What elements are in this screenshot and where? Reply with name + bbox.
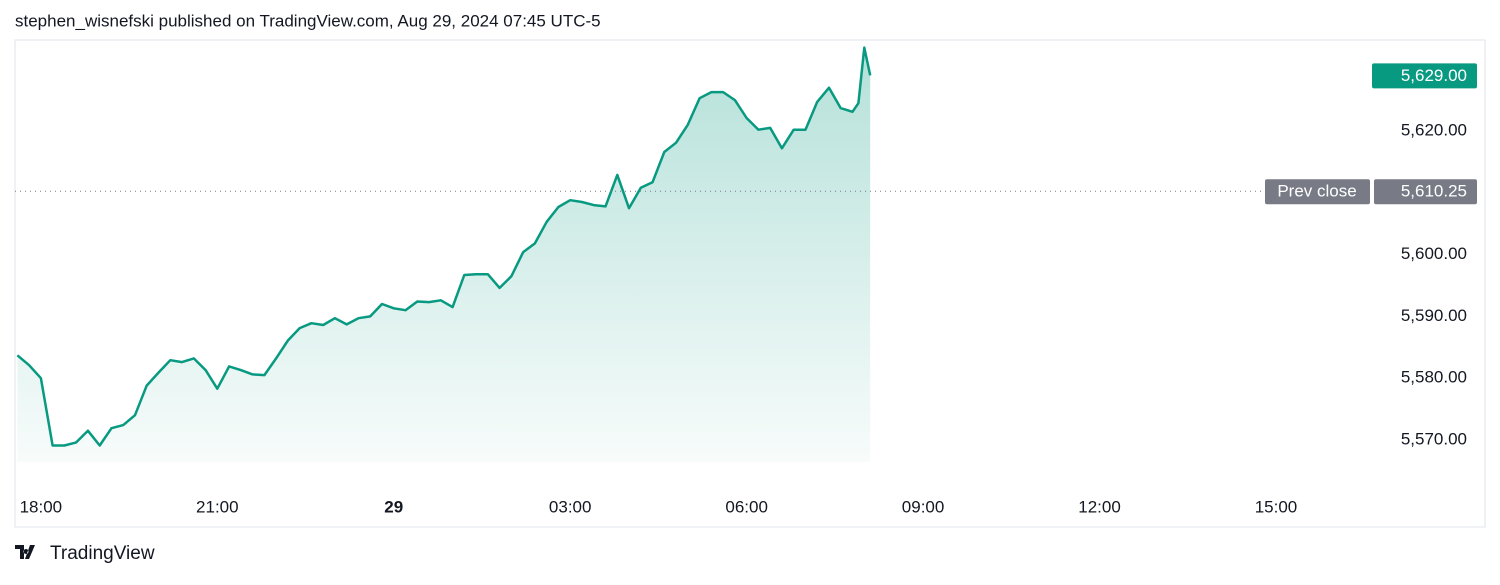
x-tick-label: 15:00 (1255, 497, 1298, 516)
last-price-label: 5,629.00 (1401, 66, 1467, 85)
prev-close-name-box (1265, 179, 1370, 205)
last-price-box (1372, 63, 1477, 89)
y-tick-label: 5,620.00 (1401, 120, 1467, 139)
x-tick-label: 29 (384, 497, 403, 516)
prev-close-label: 5,610.25 (1401, 182, 1467, 201)
y-tick-label: 5,600.00 (1401, 244, 1467, 263)
prev-close-box (1374, 179, 1477, 205)
frame (14, 39, 1486, 528)
price-line (16, 46, 872, 447)
header: stephen_wisnefski published on TradingVi… (15, 11, 601, 30)
y-tick-label: 5,580.00 (1401, 368, 1467, 387)
x-tick-label: 18:00 (20, 497, 63, 516)
x-tick-label: 06:00 (725, 497, 768, 516)
x-tick-label: 09:00 (902, 497, 945, 516)
area-fill (17, 47, 871, 462)
x-tick-label: 21:00 (196, 497, 239, 516)
y-tick-label: 5,570.00 (1401, 429, 1467, 448)
footer: TradingView (50, 543, 155, 564)
x-tick-label: 12:00 (1078, 497, 1121, 516)
x-tick-label: 03:00 (549, 497, 592, 516)
y-tick-label: 5,590.00 (1401, 306, 1467, 325)
logo (15, 545, 35, 559)
prev-close-name: Prev close (1277, 182, 1356, 201)
